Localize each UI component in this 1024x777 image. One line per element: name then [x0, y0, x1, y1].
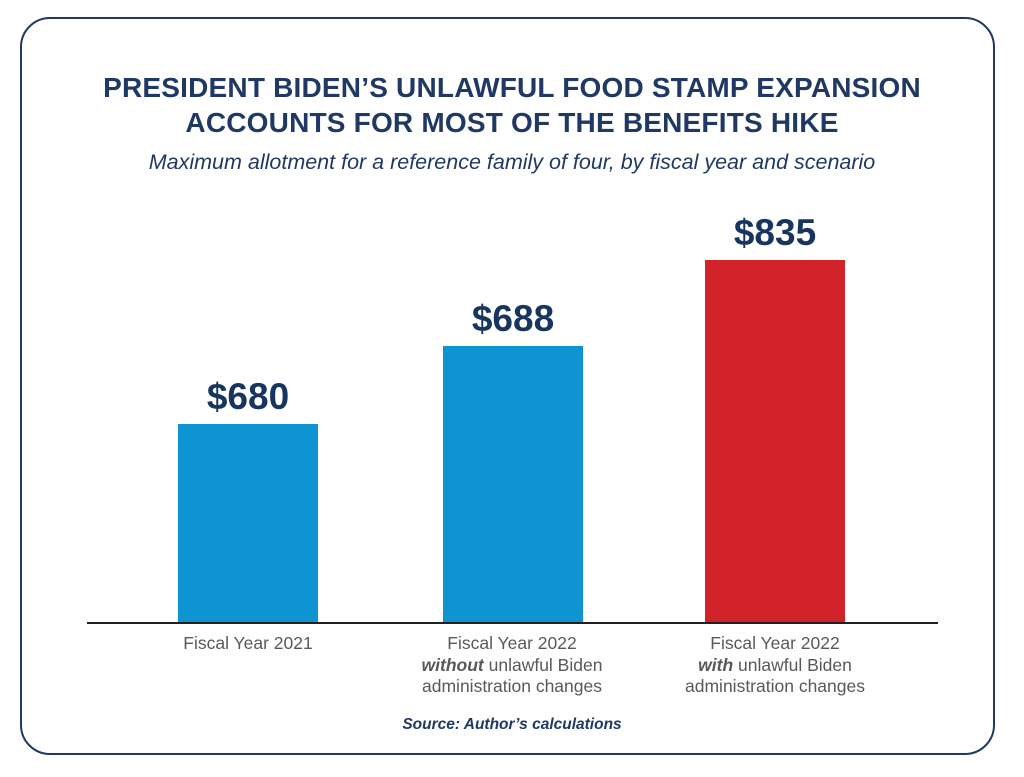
bar-fy2022-without: [443, 346, 583, 622]
bar-fy2021: [178, 424, 318, 622]
category-label-fy2022-without: Fiscal Year 2022 without unlawful Biden …: [372, 633, 652, 698]
category-line: Fiscal Year 2021: [183, 633, 313, 653]
chart-title-line2: ACCOUNTS FOR MOST OF THE BENEFITS HIKE: [185, 107, 839, 138]
category-emphasis: with: [698, 654, 734, 675]
category-line-rest: unlawful Biden: [483, 654, 603, 675]
category-line: Fiscal Year 2022: [710, 633, 840, 653]
category-label-fy2021: Fiscal Year 2021: [108, 633, 388, 655]
category-line-rest: unlawful Biden: [733, 654, 852, 675]
chart-header: PRESIDENT BIDEN’S UNLAWFUL FOOD STAMP EX…: [0, 70, 1024, 175]
category-line: without unlawful Biden: [372, 655, 652, 677]
source-note: Source: Author’s calculations: [402, 716, 622, 733]
category-label-fy2022-with: Fiscal Year 2022 with unlawful Biden adm…: [635, 633, 915, 698]
bar-value-label: $680: [206, 376, 290, 417]
bar-value-label: $835: [733, 212, 817, 253]
chart-title-line1: PRESIDENT BIDEN’S UNLAWFUL FOOD STAMP EX…: [103, 72, 921, 103]
category-emphasis: without: [421, 654, 484, 675]
x-axis-baseline: [87, 622, 938, 624]
category-line: administration changes: [685, 676, 865, 696]
bar-group-fy2021: $680: [178, 377, 318, 622]
category-line: administration changes: [422, 676, 602, 696]
bar-fy2022-with: [705, 260, 845, 622]
category-line: Fiscal Year 2022: [447, 633, 577, 653]
chart-subtitle: Maximum allotment for a reference family…: [148, 150, 876, 174]
bar-group-fy2022-with: $835: [705, 213, 845, 622]
bar-value-label: $688: [471, 298, 555, 339]
category-line: with unlawful Biden: [635, 655, 915, 677]
bar-group-fy2022-without: $688: [443, 299, 583, 622]
